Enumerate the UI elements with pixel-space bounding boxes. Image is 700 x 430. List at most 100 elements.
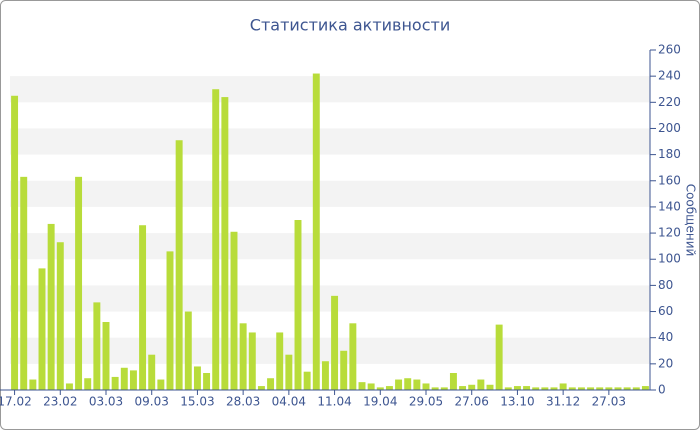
bar bbox=[312, 73, 320, 391]
bar bbox=[486, 384, 494, 390]
bar bbox=[203, 373, 211, 390]
bar bbox=[193, 366, 201, 390]
bar bbox=[75, 176, 83, 390]
bar bbox=[468, 384, 476, 390]
bar bbox=[459, 386, 467, 390]
x-tick-label: 29.05 bbox=[409, 395, 443, 409]
bar bbox=[605, 387, 613, 390]
bar bbox=[422, 383, 430, 390]
x-tick-label: 23.02 bbox=[43, 395, 77, 409]
bar bbox=[285, 354, 293, 390]
x-tick-label: 27.03 bbox=[592, 395, 626, 409]
bar bbox=[120, 367, 128, 390]
x-tick-label: 27.06 bbox=[455, 395, 489, 409]
bar bbox=[641, 386, 649, 390]
bar bbox=[614, 387, 622, 390]
bar bbox=[248, 332, 256, 390]
bar bbox=[148, 354, 156, 390]
bar bbox=[395, 379, 403, 390]
x-tick-label: 28.03 bbox=[226, 395, 260, 409]
x-tick-label: 09.03 bbox=[135, 395, 169, 409]
bar bbox=[577, 387, 585, 390]
y-tick-label: 200 bbox=[658, 121, 681, 135]
bar bbox=[129, 370, 137, 390]
y-tick-label: 140 bbox=[658, 199, 681, 213]
bar bbox=[175, 140, 183, 390]
bar bbox=[267, 378, 275, 390]
y-tick-label: 240 bbox=[658, 69, 681, 83]
bar bbox=[358, 382, 366, 390]
bar bbox=[349, 323, 357, 390]
x-tick-label: 03.03 bbox=[89, 395, 123, 409]
bar bbox=[230, 231, 238, 390]
bar bbox=[84, 378, 92, 390]
bar bbox=[331, 295, 339, 390]
bar bbox=[321, 361, 329, 390]
bar bbox=[221, 97, 229, 391]
bar bbox=[523, 386, 531, 390]
bar bbox=[29, 379, 37, 390]
bar bbox=[532, 387, 540, 390]
bar bbox=[504, 387, 512, 390]
bar bbox=[477, 379, 485, 390]
bar bbox=[431, 387, 439, 390]
x-tick-label: 13.10 bbox=[500, 395, 534, 409]
bar bbox=[587, 387, 595, 390]
bar bbox=[47, 223, 55, 390]
x-tick-label: 31.12 bbox=[546, 395, 580, 409]
grid-band bbox=[10, 180, 650, 207]
bar bbox=[440, 387, 448, 390]
bar bbox=[541, 387, 549, 390]
bar bbox=[596, 387, 604, 390]
y-tick-label: 160 bbox=[658, 173, 681, 187]
bar bbox=[550, 387, 558, 390]
bar bbox=[93, 302, 101, 390]
bar bbox=[11, 95, 19, 391]
y-axis-label: Сообщений bbox=[684, 184, 698, 257]
x-tick-label: 17.02 bbox=[0, 395, 32, 409]
bar bbox=[184, 311, 192, 390]
bar bbox=[303, 371, 311, 390]
y-tick-label: 80 bbox=[658, 278, 673, 292]
grid-band bbox=[10, 233, 650, 260]
bar bbox=[413, 379, 421, 390]
x-tick-label: 11.04 bbox=[317, 395, 351, 409]
x-tick-label: 19.04 bbox=[363, 395, 397, 409]
bar bbox=[367, 383, 375, 390]
bar bbox=[139, 225, 147, 390]
bar bbox=[449, 373, 457, 390]
y-tick-label: 20 bbox=[658, 356, 673, 370]
x-tick-label: 15.03 bbox=[180, 395, 214, 409]
grid-band bbox=[10, 285, 650, 312]
y-tick-label: 0 bbox=[658, 383, 666, 397]
bar bbox=[404, 378, 412, 390]
y-tick-label: 100 bbox=[658, 252, 681, 266]
bar bbox=[568, 387, 576, 390]
bar bbox=[20, 176, 28, 390]
bar bbox=[559, 383, 567, 390]
bar bbox=[166, 251, 174, 390]
bar bbox=[102, 322, 110, 390]
x-tick-label: 04.04 bbox=[272, 395, 306, 409]
bar bbox=[212, 89, 220, 390]
bar bbox=[276, 332, 284, 390]
y-tick-label: 260 bbox=[658, 43, 681, 57]
bar bbox=[513, 386, 521, 390]
bar bbox=[623, 387, 631, 390]
bar bbox=[376, 387, 384, 390]
bar bbox=[157, 379, 165, 390]
bar bbox=[65, 383, 73, 390]
bar bbox=[239, 323, 247, 390]
y-tick-label: 40 bbox=[658, 330, 673, 344]
bar bbox=[56, 242, 64, 390]
chart-title: Статистика активности bbox=[250, 16, 450, 35]
y-tick-label: 120 bbox=[658, 226, 681, 240]
bar bbox=[111, 376, 119, 390]
bar bbox=[294, 220, 302, 390]
bar bbox=[340, 350, 348, 390]
bar bbox=[257, 386, 265, 390]
bar bbox=[38, 268, 46, 390]
bar bbox=[495, 324, 503, 390]
grid-band bbox=[10, 76, 650, 103]
